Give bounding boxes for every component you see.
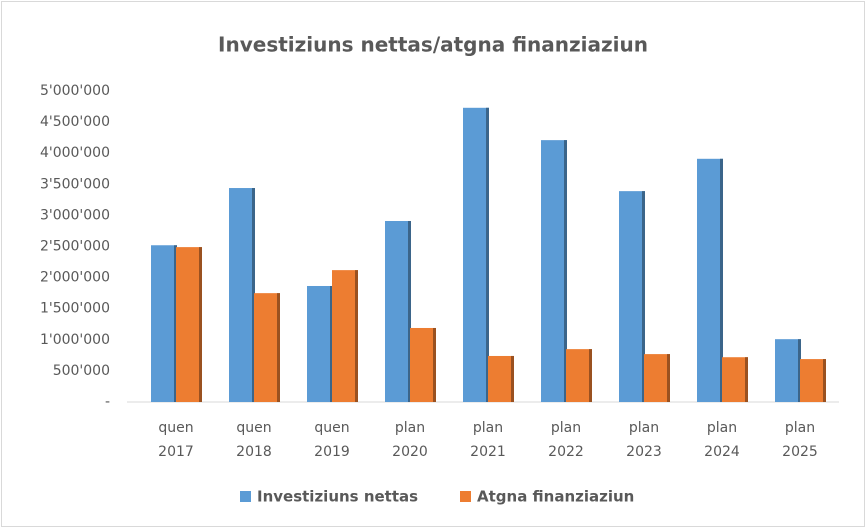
x-tick-label: 2018 xyxy=(236,444,272,460)
x-tick-label: plan xyxy=(473,420,503,436)
bar xyxy=(410,327,436,402)
bar xyxy=(463,107,489,402)
x-tick-label: 2023 xyxy=(626,444,662,460)
bar xyxy=(229,188,255,402)
y-tick-label: 3'500'000 xyxy=(40,176,110,192)
x-tick-label: plan xyxy=(785,420,815,436)
x-tick-label: 2025 xyxy=(782,444,818,460)
bar-shade xyxy=(277,293,280,402)
bar xyxy=(800,359,826,402)
x-tick-label: 2021 xyxy=(470,444,506,460)
bar-shade xyxy=(511,355,514,402)
bar-shade xyxy=(408,220,411,402)
bar xyxy=(385,220,411,402)
legend-label: Atgna finanziaziun xyxy=(477,488,634,506)
bar-shade xyxy=(433,327,436,402)
y-tick-label: 4'000'000 xyxy=(40,145,110,161)
bar xyxy=(176,247,202,402)
y-tick-label: 500'000 xyxy=(53,363,110,379)
bar-shade xyxy=(330,285,333,402)
bar xyxy=(566,349,592,402)
bar-shade xyxy=(823,359,826,402)
x-tick-label: plan xyxy=(551,420,581,436)
y-tick-label: 5'000'000 xyxy=(40,83,110,99)
bar xyxy=(307,285,333,402)
y-tick-label: 2'000'000 xyxy=(40,270,110,286)
bar-shade xyxy=(174,245,177,402)
bar xyxy=(722,357,748,402)
y-tick-label: 3'000'000 xyxy=(40,207,110,223)
x-tick-label: quen xyxy=(314,420,349,436)
bar-shade xyxy=(798,339,801,402)
x-tick-label: 2017 xyxy=(158,444,194,460)
bar xyxy=(332,270,358,402)
bar-shade xyxy=(745,357,748,402)
bar-shade xyxy=(564,140,567,402)
y-tick-label: 2'500'000 xyxy=(40,239,110,255)
bar xyxy=(541,140,567,402)
bar xyxy=(254,293,280,402)
x-tick-label: plan xyxy=(629,420,659,436)
bar-shade xyxy=(667,354,670,402)
x-tick-label: 2020 xyxy=(392,444,428,460)
bar-shade xyxy=(589,349,592,402)
y-tick-label: 1'500'000 xyxy=(40,301,110,317)
bar xyxy=(151,245,177,402)
bar-shade xyxy=(642,191,645,402)
y-tick-label: 1'000'000 xyxy=(40,332,110,348)
legend-label: Investiziuns nettas xyxy=(257,488,418,506)
bar-shade xyxy=(720,158,723,402)
bar xyxy=(619,191,645,402)
bar xyxy=(644,354,670,402)
x-tick-label: 2019 xyxy=(314,444,350,460)
bar xyxy=(775,339,801,402)
y-tick-label: 4'500'000 xyxy=(40,114,110,130)
y-tick-label: - xyxy=(105,394,110,410)
chart-title: Investiziuns nettas/atgna finanziaziun xyxy=(218,33,648,57)
bar xyxy=(488,355,514,402)
x-tick-label: quen xyxy=(158,420,193,436)
legend-swatch xyxy=(240,491,251,502)
bar-shade xyxy=(355,270,358,402)
bar-shade xyxy=(252,188,255,402)
x-tick-label: 2024 xyxy=(704,444,740,460)
x-tick-label: 2022 xyxy=(548,444,584,460)
bar-shade xyxy=(199,247,202,402)
bar xyxy=(697,158,723,402)
x-tick-label: quen xyxy=(236,420,271,436)
x-tick-label: plan xyxy=(395,420,425,436)
legend-swatch xyxy=(460,491,471,502)
x-tick-label: plan xyxy=(707,420,737,436)
bar-shade xyxy=(486,107,489,402)
